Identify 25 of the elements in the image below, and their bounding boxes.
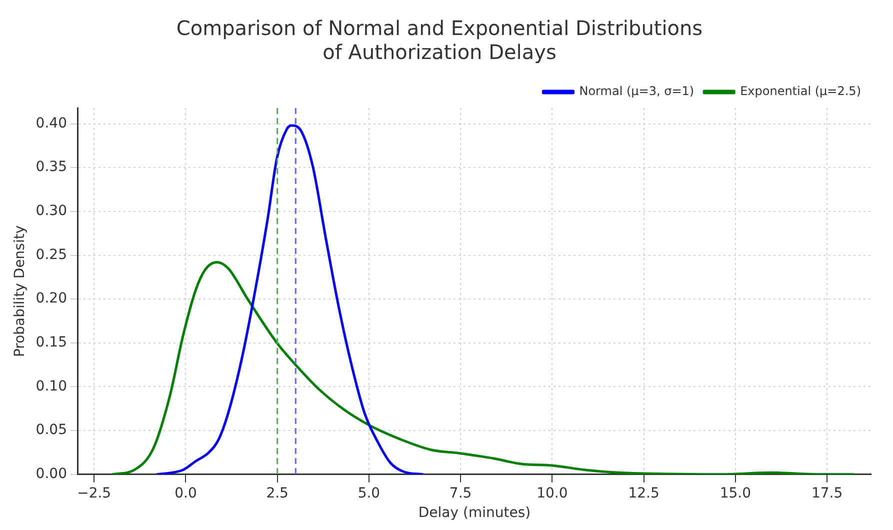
x-tick-label: 17.5	[811, 485, 843, 502]
legend-label: Normal (μ=3, σ=1)	[579, 84, 694, 98]
chart-title: Comparison of Normal and Exponential Distributions of Authorization Delays	[176, 16, 703, 64]
x-tick-label: 12.5	[628, 485, 660, 502]
y-tick-label: 0.05	[36, 422, 67, 438]
y-tick-label: 0.20	[36, 290, 67, 307]
y-tick-label: 0.15	[36, 334, 67, 351]
y-tick-label: 0.10	[36, 378, 67, 394]
line-series	[112, 261, 856, 474]
x-tick-label: 10.0	[536, 485, 568, 502]
y-tick-label: 0.35	[36, 159, 67, 176]
x-tick-label: 7.5	[449, 485, 472, 502]
y-tick-label: 0.25	[36, 246, 67, 263]
legend-label: Exponential (μ=2.5)	[740, 84, 862, 98]
x-tick-label: 2.5	[266, 485, 288, 502]
y-tick-label: 0.40	[36, 115, 67, 132]
y-tick-label: 0.30	[36, 203, 67, 220]
x-tick-label: 5.0	[358, 485, 380, 502]
line-series	[156, 124, 424, 474]
x-tick-label: 15.0	[720, 485, 751, 502]
x-tick-label: −2.5	[77, 485, 112, 502]
y-tick-label: 0.00	[36, 466, 67, 482]
y-axis-title: Probability Density	[12, 225, 28, 358]
x-tick-label: 0.0	[174, 485, 197, 502]
x-axis-title: Delay (minutes)	[418, 505, 531, 522]
